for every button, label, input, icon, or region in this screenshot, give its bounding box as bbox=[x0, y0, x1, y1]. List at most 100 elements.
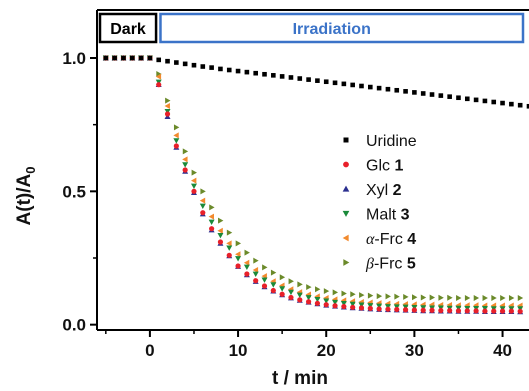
marker-triangle-down-3-21 bbox=[287, 289, 294, 296]
marker-triangle-down-3-30 bbox=[367, 303, 374, 309]
marker-square-0-34 bbox=[403, 89, 408, 94]
marker-circle-1-21 bbox=[288, 294, 294, 301]
marker-triangle-down-3-15 bbox=[235, 256, 242, 262]
marker-triangle-down-3-11 bbox=[199, 203, 206, 209]
legend-label-5: β-Frc 5 bbox=[365, 256, 416, 273]
marker-triangle-down-3-17 bbox=[252, 271, 259, 277]
marker-triangle-left-4-11 bbox=[199, 197, 206, 204]
data-markers bbox=[102, 55, 529, 315]
marker-circle-1-37 bbox=[429, 307, 435, 313]
marker-triangle-right-5-15 bbox=[235, 240, 242, 247]
marker-square-0-12 bbox=[209, 65, 214, 70]
marker-triangle-right-5-7 bbox=[165, 97, 171, 104]
marker-triangle-down-3-19 bbox=[270, 282, 277, 288]
legend-marker-5 bbox=[343, 259, 350, 266]
marker-triangle-down-3-18 bbox=[261, 277, 268, 283]
marker-circle-1-24 bbox=[314, 300, 321, 306]
marker-triangle-right-5-14 bbox=[226, 229, 233, 236]
marker-triangle-down-3-28 bbox=[349, 301, 356, 308]
marker-triangle-down-3-24 bbox=[314, 296, 321, 303]
marker-square-0-36 bbox=[420, 91, 426, 96]
marker-circle-1-18 bbox=[261, 283, 268, 289]
x-ticks: 0 10 20 30 40 bbox=[105, 330, 512, 360]
marker-triangle-right-5-22 bbox=[297, 281, 303, 288]
marker-square-0-23 bbox=[306, 77, 311, 82]
marker-square-0-30 bbox=[368, 84, 373, 90]
marker-triangle-right-5-12 bbox=[209, 204, 215, 211]
marker-square-0-1 bbox=[112, 55, 117, 61]
marker-circle-1-27 bbox=[341, 303, 347, 310]
marker-triangle-right-5-6 bbox=[156, 71, 162, 77]
marker-square-0-17 bbox=[253, 70, 258, 76]
marker-circle-1-30 bbox=[367, 305, 373, 311]
marker-triangle-right-5-16 bbox=[244, 249, 250, 256]
legend-marker-4 bbox=[342, 234, 349, 242]
marker-triangle-down-3-14 bbox=[226, 245, 233, 251]
marker-triangle-right-5-34 bbox=[403, 293, 409, 300]
marker-square-0-32 bbox=[385, 86, 391, 92]
marker-square-0-15 bbox=[235, 68, 241, 74]
marker-triangle-left-4-13 bbox=[217, 227, 223, 234]
marker-square-0-39 bbox=[447, 94, 452, 99]
marker-circle-1-42 bbox=[473, 308, 479, 314]
marker-square-0-5 bbox=[147, 55, 153, 61]
legend-label-2: Xyl 2 bbox=[366, 182, 402, 199]
y-tick-label-2: 1.0 bbox=[62, 49, 86, 68]
marker-triangle-left-4-10 bbox=[190, 177, 197, 184]
marker-triangle-left-4-7 bbox=[164, 103, 170, 109]
marker-circle-1-9 bbox=[182, 167, 188, 173]
marker-triangle-right-5-9 bbox=[182, 148, 189, 155]
marker-triangle-right-5-37 bbox=[429, 294, 436, 301]
marker-circle-1-43 bbox=[482, 308, 488, 314]
y-axis-title-group: A(t)/A0 bbox=[14, 167, 38, 226]
marker-triangle-right-5-17 bbox=[253, 257, 259, 264]
marker-circle-1-22 bbox=[297, 297, 303, 303]
marker-triangle-right-5-31 bbox=[376, 293, 383, 300]
marker-square-0-10 bbox=[191, 62, 197, 68]
marker-circle-1-31 bbox=[376, 306, 382, 312]
x-tick-label-3: 30 bbox=[405, 341, 424, 360]
marker-triangle-left-4-8 bbox=[173, 132, 179, 139]
marker-triangle-right-5-28 bbox=[350, 291, 356, 298]
marker-triangle-left-4-6 bbox=[155, 73, 162, 80]
marker-square-0-2 bbox=[121, 55, 126, 61]
marker-triangle-down-3-10 bbox=[190, 183, 197, 189]
marker-triangle-right-5-27 bbox=[341, 290, 347, 297]
marker-square-0-8 bbox=[174, 60, 179, 65]
marker-square-0-41 bbox=[464, 96, 470, 102]
marker-triangle-down-3-20 bbox=[279, 286, 286, 292]
marker-triangle-down-3-27 bbox=[340, 300, 347, 307]
marker-triangle-right-5-41 bbox=[464, 295, 471, 301]
marker-circle-1-45 bbox=[499, 308, 506, 314]
y-axis-title-main: A(t)/A bbox=[14, 173, 35, 225]
marker-triangle-left-4-14 bbox=[226, 240, 232, 247]
marker-circle-1-26 bbox=[332, 303, 338, 309]
marker-square-0-43 bbox=[482, 98, 488, 104]
marker-circle-1-15 bbox=[235, 263, 241, 269]
marker-square-0-3 bbox=[129, 55, 135, 61]
marker-square-0-38 bbox=[438, 93, 444, 98]
marker-square-0-47 bbox=[517, 102, 523, 108]
marker-circle-1-12 bbox=[209, 226, 215, 232]
marker-circle-1-35 bbox=[411, 307, 417, 313]
marker-circle-1-29 bbox=[358, 305, 365, 311]
marker-square-0-4 bbox=[138, 55, 144, 61]
marker-circle-1-16 bbox=[244, 271, 250, 277]
marker-triangle-left-4-16 bbox=[243, 259, 250, 266]
marker-triangle-right-5-11 bbox=[200, 188, 206, 195]
marker-triangle-right-5-36 bbox=[420, 294, 427, 301]
marker-circle-1-8 bbox=[173, 143, 179, 149]
marker-circle-1-33 bbox=[394, 306, 400, 313]
marker-circle-1-39 bbox=[447, 307, 453, 314]
marker-square-0-9 bbox=[182, 61, 188, 67]
marker-square-0-45 bbox=[500, 100, 505, 106]
marker-circle-1-14 bbox=[226, 252, 232, 258]
x-tick-label-1: 10 bbox=[229, 341, 248, 360]
x-axis-title: t / min bbox=[272, 368, 328, 389]
marker-triangle-down-3-9 bbox=[182, 162, 189, 168]
marker-square-0-33 bbox=[394, 87, 400, 93]
marker-triangle-right-5-26 bbox=[332, 289, 339, 296]
marker-triangle-right-5-45 bbox=[500, 295, 506, 301]
marker-triangle-right-5-39 bbox=[447, 294, 453, 301]
marker-triangle-right-5-35 bbox=[411, 294, 418, 301]
